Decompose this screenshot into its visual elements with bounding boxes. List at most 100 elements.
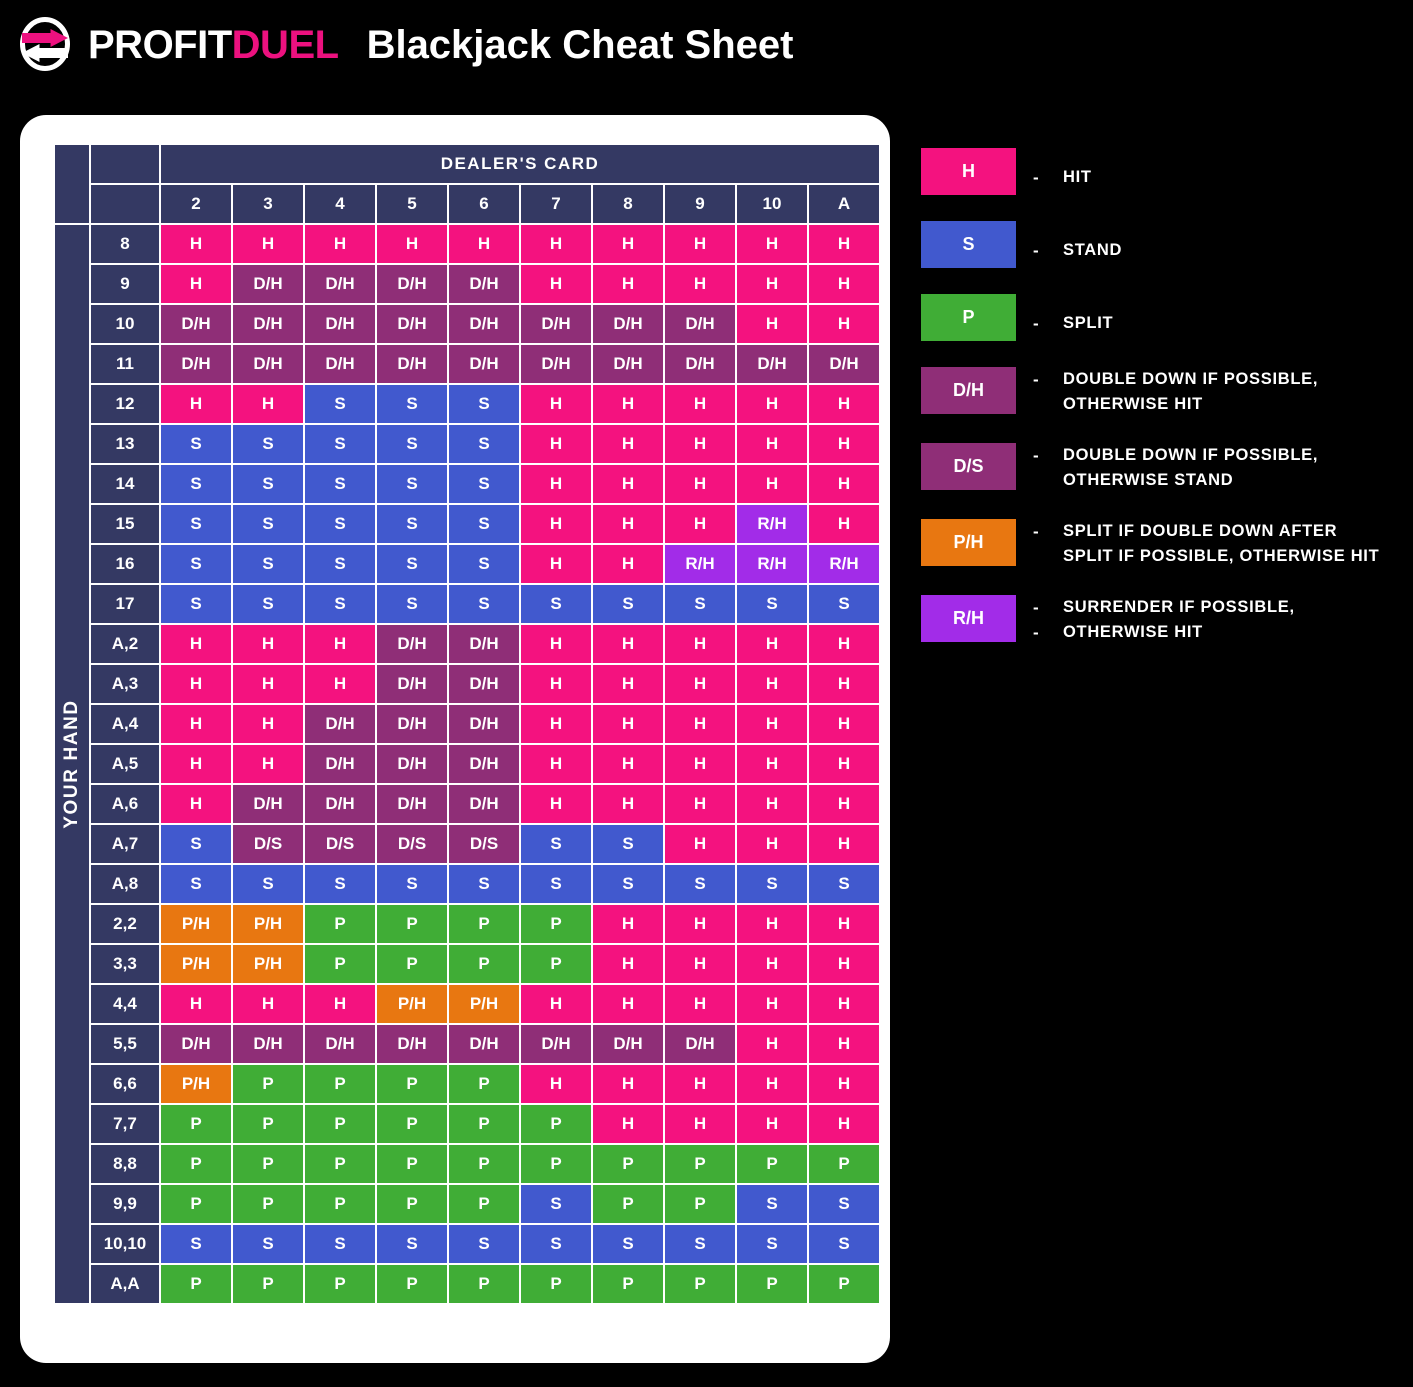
strategy-cell[interactable]: S — [161, 465, 231, 503]
strategy-cell[interactable]: P — [233, 1265, 303, 1303]
strategy-cell[interactable]: H — [665, 1105, 735, 1143]
strategy-cell[interactable]: H — [593, 705, 663, 743]
strategy-cell[interactable]: D/H — [521, 1025, 591, 1063]
strategy-cell[interactable]: D/H — [161, 1025, 231, 1063]
strategy-cell[interactable]: S — [449, 385, 519, 423]
strategy-cell[interactable]: D/H — [233, 265, 303, 303]
strategy-cell[interactable]: S — [233, 545, 303, 583]
strategy-cell[interactable]: D/H — [377, 625, 447, 663]
strategy-cell[interactable]: H — [737, 825, 807, 863]
strategy-cell[interactable]: P/H — [233, 905, 303, 943]
strategy-cell[interactable]: D/H — [377, 745, 447, 783]
strategy-cell[interactable]: P — [521, 1105, 591, 1143]
strategy-cell[interactable]: D/S — [233, 825, 303, 863]
strategy-cell[interactable]: H — [809, 1105, 879, 1143]
strategy-cell[interactable]: P/H — [161, 945, 231, 983]
strategy-cell[interactable]: H — [809, 825, 879, 863]
strategy-cell[interactable]: H — [161, 785, 231, 823]
strategy-cell[interactable]: H — [521, 785, 591, 823]
strategy-cell[interactable]: H — [665, 425, 735, 463]
strategy-cell[interactable]: H — [593, 545, 663, 583]
strategy-cell[interactable]: H — [809, 705, 879, 743]
strategy-cell[interactable]: H — [809, 305, 879, 343]
strategy-cell[interactable]: S — [161, 865, 231, 903]
strategy-cell[interactable]: H — [665, 665, 735, 703]
strategy-cell[interactable]: H — [521, 705, 591, 743]
strategy-cell[interactable]: S — [377, 425, 447, 463]
strategy-cell[interactable]: D/H — [449, 705, 519, 743]
strategy-cell[interactable]: H — [737, 945, 807, 983]
strategy-cell[interactable]: S — [521, 1185, 591, 1223]
strategy-cell[interactable]: D/H — [521, 305, 591, 343]
strategy-cell[interactable]: H — [809, 265, 879, 303]
strategy-cell[interactable]: P — [305, 1265, 375, 1303]
strategy-cell[interactable]: S — [521, 1225, 591, 1263]
strategy-cell[interactable]: H — [665, 625, 735, 663]
strategy-cell[interactable]: H — [593, 985, 663, 1023]
strategy-cell[interactable]: R/H — [809, 545, 879, 583]
strategy-cell[interactable]: S — [593, 865, 663, 903]
strategy-cell[interactable]: D/H — [377, 665, 447, 703]
strategy-cell[interactable]: D/H — [377, 305, 447, 343]
strategy-cell[interactable]: S — [377, 385, 447, 423]
strategy-cell[interactable]: H — [809, 985, 879, 1023]
strategy-cell[interactable]: S — [449, 585, 519, 623]
strategy-cell[interactable]: P — [593, 1185, 663, 1223]
strategy-cell[interactable]: D/H — [521, 345, 591, 383]
strategy-cell[interactable]: D/S — [305, 825, 375, 863]
strategy-cell[interactable]: S — [665, 1225, 735, 1263]
strategy-cell[interactable]: H — [737, 745, 807, 783]
strategy-cell[interactable]: H — [593, 505, 663, 543]
strategy-cell[interactable]: H — [809, 425, 879, 463]
strategy-cell[interactable]: S — [449, 505, 519, 543]
strategy-cell[interactable]: H — [593, 945, 663, 983]
strategy-cell[interactable]: P — [449, 1065, 519, 1103]
strategy-cell[interactable]: H — [809, 1065, 879, 1103]
strategy-cell[interactable]: H — [809, 465, 879, 503]
strategy-cell[interactable]: H — [233, 625, 303, 663]
strategy-cell[interactable]: H — [161, 745, 231, 783]
strategy-cell[interactable]: P — [233, 1145, 303, 1183]
strategy-cell[interactable]: H — [665, 1065, 735, 1103]
strategy-cell[interactable]: P — [377, 1145, 447, 1183]
strategy-cell[interactable]: P — [305, 1065, 375, 1103]
strategy-cell[interactable]: P — [161, 1105, 231, 1143]
strategy-cell[interactable]: S — [161, 585, 231, 623]
strategy-cell[interactable]: H — [809, 945, 879, 983]
strategy-cell[interactable]: S — [305, 505, 375, 543]
strategy-cell[interactable]: S — [449, 545, 519, 583]
strategy-cell[interactable]: D/H — [665, 345, 735, 383]
strategy-cell[interactable]: H — [233, 665, 303, 703]
strategy-cell[interactable]: S — [377, 585, 447, 623]
strategy-cell[interactable]: H — [161, 985, 231, 1023]
strategy-cell[interactable]: S — [449, 425, 519, 463]
strategy-cell[interactable]: H — [233, 745, 303, 783]
strategy-cell[interactable]: D/H — [593, 305, 663, 343]
strategy-cell[interactable]: D/H — [233, 345, 303, 383]
strategy-cell[interactable]: S — [737, 865, 807, 903]
strategy-cell[interactable]: D/H — [449, 305, 519, 343]
strategy-cell[interactable]: D/H — [305, 785, 375, 823]
strategy-cell[interactable]: R/H — [665, 545, 735, 583]
strategy-cell[interactable]: P — [233, 1105, 303, 1143]
strategy-cell[interactable]: D/H — [305, 1025, 375, 1063]
strategy-cell[interactable]: D/H — [377, 1025, 447, 1063]
strategy-cell[interactable]: H — [161, 225, 231, 263]
strategy-cell[interactable]: D/H — [449, 665, 519, 703]
strategy-cell[interactable]: H — [665, 825, 735, 863]
strategy-cell[interactable]: S — [737, 1185, 807, 1223]
strategy-cell[interactable]: S — [233, 585, 303, 623]
strategy-cell[interactable]: P — [233, 1185, 303, 1223]
strategy-cell[interactable]: H — [521, 465, 591, 503]
strategy-cell[interactable]: H — [737, 465, 807, 503]
strategy-cell[interactable]: S — [305, 585, 375, 623]
strategy-cell[interactable]: S — [665, 585, 735, 623]
strategy-cell[interactable]: H — [665, 265, 735, 303]
strategy-cell[interactable]: S — [305, 545, 375, 583]
strategy-cell[interactable]: H — [233, 985, 303, 1023]
strategy-cell[interactable]: S — [449, 465, 519, 503]
strategy-cell[interactable]: D/H — [161, 305, 231, 343]
strategy-cell[interactable]: P — [305, 1105, 375, 1143]
strategy-cell[interactable]: P — [449, 1265, 519, 1303]
strategy-cell[interactable]: H — [665, 225, 735, 263]
